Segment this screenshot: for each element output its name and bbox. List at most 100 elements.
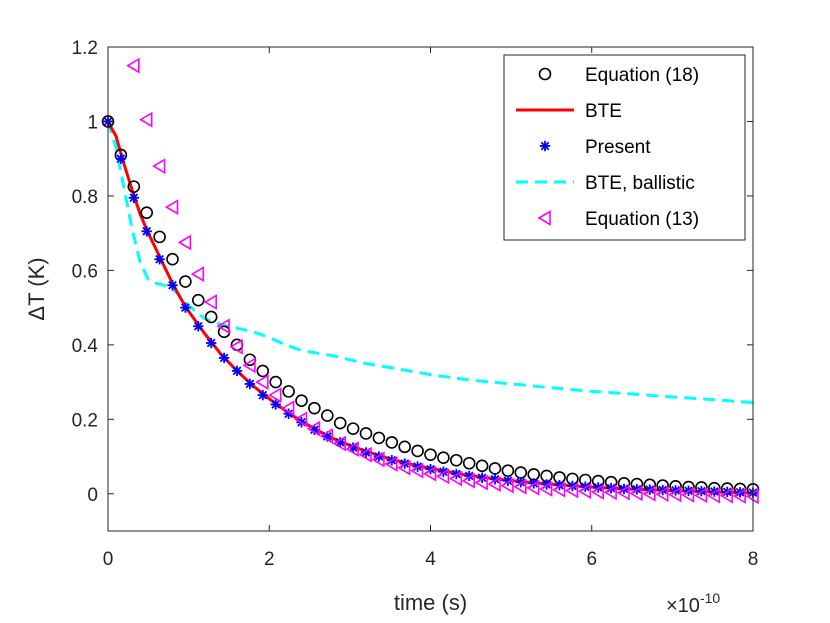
y-tick-label: 0.6 [72, 261, 98, 282]
series-layer [101, 57, 760, 505]
data-point-equation-13 [474, 474, 488, 491]
x-exponent-base: ×10 [666, 595, 700, 617]
data-point-equation-18 [333, 416, 347, 430]
y-tick-label: 0 [87, 485, 98, 506]
data-point-present [231, 365, 243, 377]
data-point-equation-13 [268, 387, 282, 404]
data-point-equation-13 [539, 481, 553, 497]
legend-label-equation-13: Equation (13) [585, 209, 699, 230]
data-point-present-stroke [181, 303, 190, 312]
data-point-equation-13 [616, 484, 630, 501]
data-point-equation-13 [358, 446, 372, 463]
y-tick-label: 1.2 [72, 38, 98, 59]
data-point-equation-18 [437, 451, 450, 464]
x-exponent-label: ×10-10 [666, 590, 720, 617]
legend-entry-bte: BTE [516, 101, 622, 122]
data-point-present [244, 378, 256, 390]
data-point-present-stroke [258, 390, 268, 400]
data-point-equation-18 [140, 206, 153, 219]
x-tick-label: 8 [748, 549, 759, 570]
data-point-present-stroke [271, 400, 281, 409]
legend-label-bte: BTE [585, 101, 622, 122]
data-point-equation-13 [410, 462, 424, 479]
data-point-equation-13 [332, 435, 347, 452]
data-point-equation-18 [359, 427, 373, 440]
data-point-equation-13 [693, 487, 708, 504]
data-point-present-stroke [142, 226, 152, 236]
legend-entry-equation-13: Equation (13) [537, 209, 699, 230]
data-point-present [347, 442, 359, 453]
y-tick-label: 0.4 [72, 336, 99, 357]
data-point-equation-18 [320, 409, 334, 422]
data-point-equation-13 [216, 318, 230, 335]
data-point-present-stroke [284, 409, 293, 419]
data-point-equation-18 [488, 462, 502, 475]
data-point-present-stroke [219, 353, 229, 363]
data-point-equation-13 [229, 338, 243, 355]
data-point-equation-13 [281, 400, 295, 417]
data-point-equation-18 [424, 448, 437, 461]
legend: Equation (18) BTE Present BTE, ballistic Equ… [503, 54, 746, 241]
data-point-equation-18 [204, 310, 218, 324]
data-point-equation-18 [256, 364, 270, 378]
data-point-equation-13 [668, 486, 682, 503]
data-point-equation-13 [255, 374, 269, 390]
data-point-equation-18 [282, 385, 295, 398]
data-point-equation-18 [398, 440, 412, 454]
data-point-equation-13 [603, 484, 617, 501]
data-point-present-stroke [168, 280, 177, 290]
legend-label-bte-ballistic: BTE, ballistic [585, 173, 695, 194]
data-point-present [193, 321, 204, 332]
data-point-present-stroke [310, 425, 319, 435]
data-point-equation-13 [629, 485, 643, 502]
data-point-equation-13 [487, 476, 501, 492]
x-exponent-power: -10 [700, 590, 720, 606]
data-point-present [128, 192, 139, 203]
data-point-equation-13 [461, 472, 476, 489]
data-point-equation-13 [422, 465, 437, 482]
legend-swatch-equation-18 [538, 67, 552, 81]
series-bte-ballistic [106, 121, 754, 405]
data-point-equation-13 [152, 158, 166, 175]
data-point-equation-13 [139, 111, 153, 128]
y-tick-label: 1 [87, 112, 98, 133]
data-point-present-stroke [129, 193, 139, 203]
data-point-present [115, 153, 127, 164]
ticks-layer: 0 2 4 6 8 0 0.2 0.4 0.6 0.8 1 1.2 [72, 38, 759, 570]
series-equation-18 [101, 115, 760, 496]
data-point-present [167, 280, 178, 291]
y-tick-label: 0.8 [72, 187, 98, 208]
data-point-equation-18 [346, 422, 360, 435]
data-point-equation-18 [449, 453, 463, 467]
x-tick-label: 2 [264, 549, 275, 570]
data-point-equation-13 [306, 420, 321, 437]
data-point-equation-13 [642, 485, 656, 502]
data-point-equation-18 [179, 275, 192, 288]
legend-swatch-present-stroke [540, 141, 550, 151]
data-point-equation-18 [295, 394, 308, 407]
data-point-equation-13 [719, 487, 734, 504]
data-point-equation-13 [371, 451, 385, 468]
x-axis-label: time (s) [394, 590, 467, 615]
data-point-equation-18 [192, 293, 205, 307]
data-point-present-stroke [348, 443, 358, 452]
data-point-equation-13 [513, 478, 527, 495]
data-point-equation-18 [475, 459, 489, 473]
data-point-equation-18 [411, 444, 424, 458]
legend-entry-equation-18: Equation (18) [538, 65, 699, 86]
data-point-equation-13 [590, 484, 605, 500]
legend-swatch-present [539, 140, 551, 152]
data-point-equation-18 [385, 436, 399, 449]
data-point-equation-13 [345, 441, 359, 457]
data-point-equation-13 [500, 477, 514, 494]
data-point-equation-13 [577, 483, 592, 500]
data-point-equation-13 [551, 481, 566, 498]
data-point-equation-18 [153, 230, 166, 244]
data-point-equation-13 [397, 459, 411, 476]
series-line-bte-ballistic [106, 121, 754, 405]
data-point-equation-13 [242, 357, 256, 374]
data-point-equation-18 [462, 456, 476, 470]
data-point-present-stroke [155, 254, 164, 264]
data-point-present-stroke [232, 366, 242, 376]
y-tick-label: 0.2 [72, 410, 98, 431]
